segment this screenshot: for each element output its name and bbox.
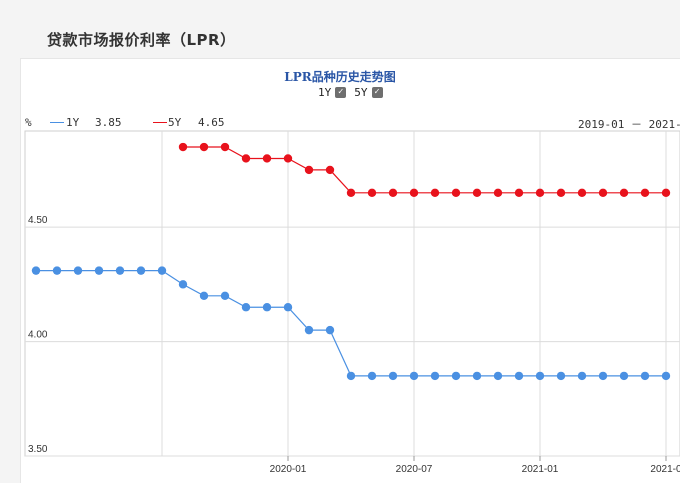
- data-point-5y: [178, 142, 188, 152]
- data-point-5y: [535, 188, 545, 197]
- legend-1y-swatch: [50, 122, 64, 123]
- data-point-1y: [619, 371, 629, 381]
- data-point-1y: [409, 371, 419, 381]
- legend-5y-name: 5Y: [168, 116, 182, 129]
- legend-5y-swatch: [153, 122, 167, 123]
- data-point-5y: [241, 154, 251, 163]
- x-tick-label: 2020-07: [396, 464, 433, 475]
- data-point-1y: [577, 371, 587, 381]
- series-line-1y: [36, 270, 666, 377]
- data-point-1y: [388, 371, 398, 381]
- data-point-1y: [262, 303, 272, 312]
- data-point-1y: [451, 371, 461, 381]
- data-point-1y: [535, 371, 545, 381]
- page-title: 贷款市场报价利率（LPR）: [47, 31, 236, 49]
- x-tick-label: 2021-0: [650, 464, 680, 475]
- data-point-5y: [304, 165, 314, 175]
- legend-5y-value: 4.65: [198, 116, 225, 129]
- data-point-1y: [136, 266, 146, 275]
- chart-legend: % 1Y 3.85 5Y 4.65 2019-01 － 2021-07: [0, 116, 680, 131]
- data-point-5y: [577, 188, 587, 197]
- toggle-5y-checkbox[interactable]: ✓: [371, 87, 383, 98]
- data-point-5y: [388, 188, 398, 197]
- data-point-1y: [157, 266, 167, 275]
- data-point-5y: [283, 154, 293, 163]
- data-point-1y: [199, 291, 209, 300]
- data-point-1y: [115, 266, 125, 275]
- toggle-1y-label: 1Y: [318, 86, 332, 99]
- chart-title: LPR品种历史走势图: [284, 70, 396, 84]
- data-point-1y: [640, 371, 650, 381]
- data-point-1y: [346, 371, 356, 381]
- y-tick-label: 3.50: [28, 444, 48, 455]
- legend-1y-name: 1Y: [66, 116, 80, 129]
- data-point-5y: [598, 188, 608, 197]
- toggle-5y-label: 5Y: [354, 86, 368, 99]
- legend-1y-value: 3.85: [95, 116, 122, 129]
- data-point-1y: [472, 371, 482, 381]
- data-point-5y: [472, 188, 482, 197]
- data-point-1y: [220, 291, 230, 300]
- data-point-5y: [430, 188, 440, 197]
- data-point-1y: [304, 325, 314, 335]
- data-point-1y: [73, 266, 83, 275]
- data-point-1y: [598, 371, 608, 381]
- data-point-5y: [409, 188, 419, 197]
- data-point-1y: [367, 371, 377, 381]
- data-point-1y: [178, 280, 188, 289]
- data-point-1y: [493, 371, 503, 381]
- data-point-1y: [514, 371, 524, 381]
- data-point-5y: [199, 142, 209, 152]
- data-point-5y: [325, 165, 335, 175]
- data-point-1y: [556, 371, 566, 381]
- data-point-5y: [640, 188, 650, 197]
- toggle-1y-checkbox[interactable]: ✓: [335, 87, 347, 98]
- y-unit-label: %: [25, 116, 32, 129]
- data-point-1y: [94, 266, 104, 275]
- x-tick-label: 2020-01: [270, 464, 307, 475]
- data-point-5y: [346, 188, 356, 197]
- y-tick-label: 4.00: [28, 330, 48, 341]
- data-point-5y: [262, 154, 272, 163]
- plot-frame: [24, 130, 680, 457]
- data-point-1y: [31, 266, 41, 275]
- data-point-5y: [514, 188, 524, 197]
- data-point-5y: [661, 188, 671, 197]
- data-point-5y: [220, 142, 230, 152]
- data-point-5y: [556, 188, 566, 197]
- y-tick-label: 4.50: [28, 215, 48, 226]
- data-point-1y: [325, 325, 335, 335]
- data-point-5y: [451, 188, 461, 197]
- date-range-label: 2019-01 － 2021-07: [578, 118, 680, 131]
- data-point-1y: [241, 303, 251, 312]
- data-point-5y: [367, 188, 377, 197]
- data-point-5y: [619, 188, 629, 197]
- series-line-5y: [183, 146, 666, 194]
- series-toggles: 1Y ✓ 5Y ✓: [318, 86, 387, 99]
- data-point-1y: [52, 266, 62, 275]
- x-tick-label: 2021-01: [522, 464, 559, 475]
- data-point-1y: [430, 371, 440, 381]
- data-point-1y: [283, 303, 293, 312]
- data-point-1y: [661, 371, 671, 381]
- data-point-5y: [493, 188, 503, 197]
